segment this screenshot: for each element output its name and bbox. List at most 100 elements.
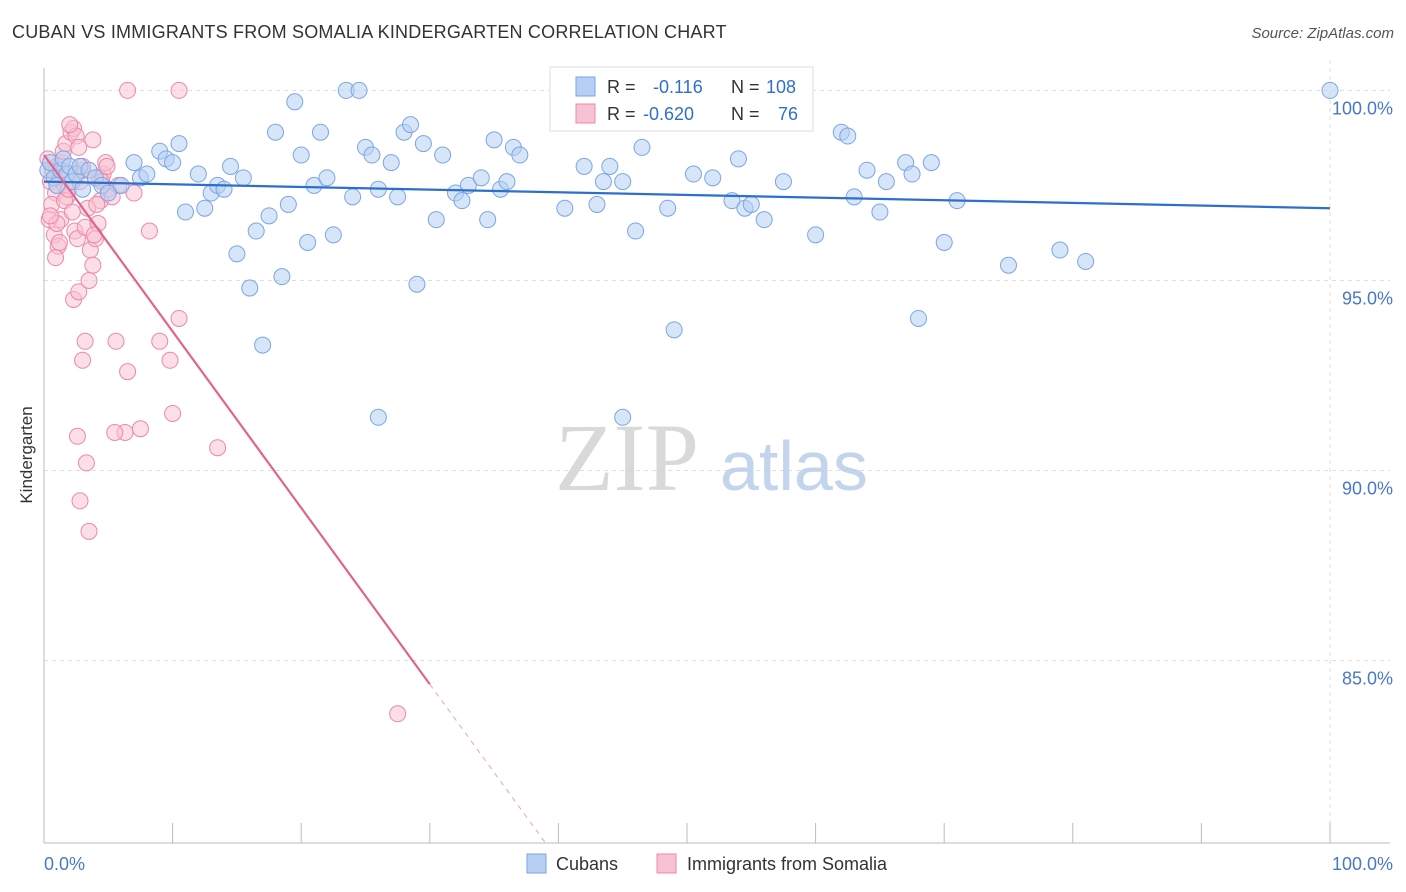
cubans-point-102 — [1051, 241, 1069, 259]
cubans-point-105 — [369, 408, 387, 426]
cubans-point-66 — [485, 131, 503, 149]
somalia-point-55 — [106, 423, 124, 441]
cubans-point-64 — [472, 169, 490, 187]
watermark-atlas: atlas — [720, 427, 868, 505]
cubans-point-46 — [324, 226, 342, 244]
somalia-point-41 — [70, 283, 88, 301]
stats-swatch-somalia — [575, 103, 596, 124]
legend-swatch-cubans — [526, 853, 547, 874]
cubans-point-59 — [427, 211, 445, 229]
somalia-point-56 — [68, 427, 86, 445]
somalia-point-58 — [71, 492, 89, 510]
cubans-point-74 — [594, 173, 612, 191]
somalia-point-65 — [161, 351, 179, 369]
cubans-point-86 — [755, 211, 773, 229]
cubans-point-79 — [659, 199, 677, 217]
cubans-point-35 — [254, 336, 272, 354]
cubans-point-56 — [402, 116, 420, 134]
cubans-point-41 — [292, 146, 310, 164]
somalia-point-60 — [131, 420, 149, 438]
cubans-point-81 — [684, 165, 702, 183]
cubans-point-58 — [414, 135, 432, 153]
watermark: ZIP atlas — [555, 404, 868, 511]
stats-n-value-cubans: 108 — [766, 77, 796, 97]
cubans-point-75 — [601, 157, 619, 175]
somalia-point-46 — [98, 157, 116, 175]
cubans-point-72 — [575, 157, 593, 175]
y-tick-labels: 100.0% 95.0% 90.0% 85.0% — [1332, 98, 1393, 688]
somalia-point-69 — [389, 705, 407, 723]
cubans-point-51 — [363, 146, 381, 164]
cubans-point-71 — [556, 199, 574, 217]
cubans-point-91 — [845, 188, 863, 206]
cubans-point-19 — [138, 165, 156, 183]
somalia-point-67 — [119, 81, 137, 99]
cubans-point-26 — [196, 199, 214, 217]
cubans-point-11 — [74, 180, 92, 198]
cubans-point-70 — [511, 146, 529, 164]
cubans-point-78 — [633, 138, 651, 156]
cubans-point-107 — [729, 150, 747, 168]
series-legend: Cubans Immigrants from Somalia — [526, 853, 888, 874]
stats-n-value-somalia: 76 — [778, 104, 798, 124]
cubans-point-16 — [112, 176, 130, 194]
cubans-point-92 — [858, 161, 876, 179]
cubans-point-98 — [922, 154, 940, 172]
cubans-point-65 — [479, 211, 497, 229]
cubans-point-57 — [408, 275, 426, 293]
cubans-point-43 — [305, 176, 323, 194]
cubans-point-90 — [839, 127, 857, 145]
cubans-point-29 — [215, 180, 233, 198]
cubans-point-25 — [189, 165, 207, 183]
somalia-point-71 — [84, 131, 102, 149]
cubans-point-30 — [221, 157, 239, 175]
cubans-point-93 — [871, 203, 889, 221]
cubans-point-53 — [382, 154, 400, 172]
cubans-point-106 — [614, 408, 632, 426]
y-tick-label-1: 95.0% — [1342, 288, 1393, 308]
cubans-point-40 — [286, 93, 304, 111]
legend-label-cubans: Cubans — [556, 854, 618, 874]
axes — [43, 68, 1390, 844]
y-axis-label: Kindergarten — [17, 406, 36, 503]
stats-swatch-cubans — [575, 76, 596, 97]
cubans-point-42 — [299, 233, 317, 251]
stats-r-label-somalia: R = — [607, 104, 636, 124]
somalia-point-33 — [84, 256, 102, 274]
cubans-point-17 — [125, 154, 143, 172]
cubans-point-34 — [247, 222, 265, 240]
legend-label-somalia: Immigrants from Somalia — [687, 854, 888, 874]
cubans-point-77 — [627, 222, 645, 240]
somalia-point-51 — [76, 332, 94, 350]
cubans-point-24 — [176, 203, 194, 221]
somalia-point-70 — [61, 116, 79, 134]
somalia-point-43 — [85, 226, 103, 244]
cubans-trend-line — [43, 180, 1331, 210]
somalia-point-22 — [50, 233, 68, 251]
cubans-point-96 — [903, 165, 921, 183]
somalia-trend-line — [43, 154, 431, 685]
cubans-point-45 — [318, 169, 336, 187]
somalia-point-61 — [164, 404, 182, 422]
cubans-point-54 — [389, 188, 407, 206]
y-tick-label-3: 85.0% — [1342, 669, 1393, 689]
somalia-point-53 — [119, 363, 137, 381]
cubans-point-101 — [1000, 256, 1017, 274]
somalia-point-21 — [47, 249, 65, 267]
cubans-point-76 — [614, 173, 632, 191]
somalia-point-44 — [88, 195, 106, 213]
somalia-point-25 — [63, 203, 81, 221]
cubans-point-33 — [241, 279, 259, 297]
cubans-point-60 — [434, 146, 452, 164]
somalia-point-64 — [170, 309, 188, 327]
source-label: Source: ZipAtlas.com — [1251, 25, 1394, 42]
cubans-point-73 — [588, 195, 606, 213]
cubans-point-44 — [311, 123, 329, 141]
somalia-point-63 — [140, 222, 158, 240]
somalia-trend-line-extension — [429, 683, 546, 844]
cubans-point-88 — [807, 226, 825, 244]
cubans-point-80 — [665, 321, 683, 339]
cubans-point-103 — [1077, 252, 1095, 270]
cubans-point-49 — [350, 81, 368, 99]
somalia-point-52 — [107, 332, 125, 350]
